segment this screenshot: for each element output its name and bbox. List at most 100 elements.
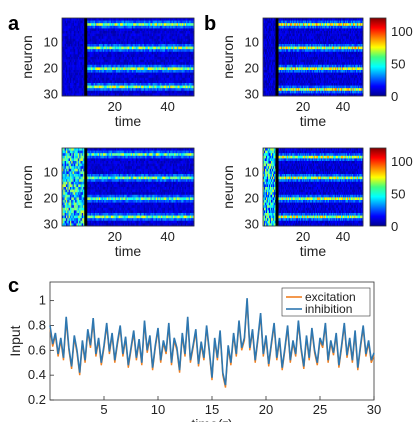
heatmap-cell [97,80,100,84]
heatmap-cell [143,163,146,167]
heatmap-cell [182,72,184,76]
heatmap-cell [102,23,105,27]
heatmap-cell [150,62,153,66]
heatmap-cell [162,70,164,73]
heatmap-cell [126,80,129,84]
heatmap-cell [175,155,178,159]
heatmap-cell [171,153,174,157]
heatmap-cell [83,83,85,86]
heatmap-cell [65,174,68,177]
heatmap-cell [172,38,175,42]
heatmap-cell [133,25,135,29]
heatmap-cell [143,187,146,190]
heatmap-cell [176,158,179,162]
heatmap-cell [178,153,180,157]
heatmap-cell [128,23,130,27]
heatmap-cell [171,83,174,86]
heatmap-cell [125,67,127,71]
heatmap-cell [178,90,180,94]
heatmap-cell [62,88,64,92]
heatmap-cell [137,158,139,162]
heatmap-cell [133,174,135,177]
heatmap-cell [126,46,129,50]
heatmap-cell [128,54,130,58]
heatmap-cell [168,197,171,201]
heatmap-cell [135,77,138,81]
heatmap-cell [116,23,118,27]
heatmap-cell [147,54,150,58]
heatmap-cell [146,64,149,68]
heatmap-cell [76,176,79,180]
heatmap-cell [164,163,167,167]
heatmap-cell [110,171,113,175]
heatmap-cell [77,20,80,24]
heatmap-cell [104,51,106,55]
heatmap-cell [72,168,75,172]
heatmap-cell [105,33,108,37]
heatmap-cell [142,67,145,71]
heatmap-cell [175,192,178,196]
heatmap-cell [134,44,137,47]
heatmap-cell [73,194,76,198]
heatmap-cell [72,23,75,27]
heatmap-cell [118,33,121,37]
heatmap-cell [130,44,133,47]
heatmap-cell [157,64,159,68]
heatmap-cell [143,197,146,201]
heatmap-cell [158,181,160,185]
heatmap-cell [113,88,116,92]
heatmap-cell [141,59,143,63]
heatmap-cell [124,181,126,185]
heatmap-cell [98,187,101,190]
heatmap-cell [142,168,145,172]
heatmap-cell [76,148,79,151]
heatmap-cell [168,168,171,172]
heatmap-cell [116,153,118,157]
heatmap-cell [188,171,191,175]
heatmap-cell [73,25,76,29]
heatmap-cell [130,85,133,89]
heatmap-cell [186,77,188,81]
heatmap-cell [155,46,158,50]
heatmap-cell [71,51,73,55]
heatmap-cell [153,174,155,177]
heatmap-cell [98,163,101,167]
heatmap-cell [174,70,176,73]
heatmap-cell [166,179,168,183]
heatmap-cell [154,77,157,81]
heatmap-cell [154,72,157,76]
heatmap-cell [67,18,69,21]
heatmap-cell [65,155,68,159]
heatmap-cell [80,161,83,164]
heatmap-cell [81,192,84,196]
heatmap-cell [63,64,65,68]
heatmap-cell [105,64,108,68]
heatmap-cell [110,197,113,201]
heatmap-cell [191,189,193,193]
heatmap-cell [182,28,184,32]
heatmap-cell [97,88,100,92]
heatmap-cell [118,150,121,154]
heatmap-cell [116,25,118,29]
heatmap-cell [80,70,83,73]
heatmap-cell [96,181,98,185]
heatmap-cell [79,33,81,37]
heatmap-cell [150,158,153,162]
heatmap-cell [100,20,102,24]
heatmap-cell [135,75,138,79]
heatmap-cell [155,176,158,180]
heatmap-cell [105,148,108,151]
heatmap-cell [182,20,184,24]
heatmap-cell [126,44,129,47]
heatmap-cell [112,57,114,60]
heatmap-cell [179,179,182,183]
heatmap-cell [171,20,174,24]
heatmap-cell [68,93,71,97]
heatmap-cell [122,46,125,50]
heatmap-cell [163,163,166,167]
heatmap-cell [158,67,160,71]
heatmap-cell [168,181,171,185]
heatmap-cell [135,168,138,172]
heatmap-cell [188,64,191,68]
heatmap-cell [168,49,171,53]
